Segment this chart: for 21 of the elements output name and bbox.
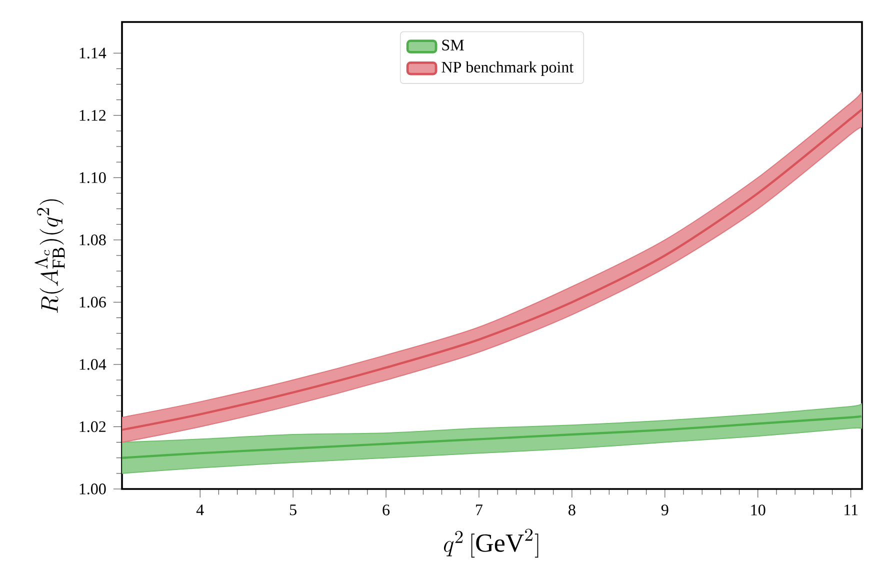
y-tick-label: 1.02 <box>80 421 106 432</box>
x-tick-label: 9 <box>661 504 668 516</box>
x-tick-label: 4 <box>196 504 204 516</box>
legend-label: SM <box>442 40 464 50</box>
line-series <box>122 414 862 459</box>
x-tick-label: 8 <box>568 504 576 516</box>
x-axis-title: $q^2\,[\mathrm{GeV}^2]$ <box>444 528 538 558</box>
y-tick-label: 1.10 <box>80 172 106 184</box>
y-tick-label: 1.04 <box>80 359 106 370</box>
x-tick-label: 10 <box>751 504 766 516</box>
x-tick-label: 7 <box>476 504 483 516</box>
y-tick-label: 1.06 <box>80 296 106 308</box>
legend-label: NP benchmark point <box>442 61 574 76</box>
y-tick-label: 1.00 <box>80 484 106 494</box>
y-tick-label: 1.12 <box>80 110 106 121</box>
y-tick-label: 1.08 <box>80 234 106 246</box>
y-axis-title: $R(A_{\mathrm{FB}}^{\Lambda_c})(q^2)$ <box>34 199 65 313</box>
x-tick-label: 5 <box>290 504 296 516</box>
y-tick-label: 1.14 <box>80 48 106 59</box>
x-tick-label: 11 <box>844 504 858 516</box>
x-tick-label: 6 <box>382 504 390 516</box>
